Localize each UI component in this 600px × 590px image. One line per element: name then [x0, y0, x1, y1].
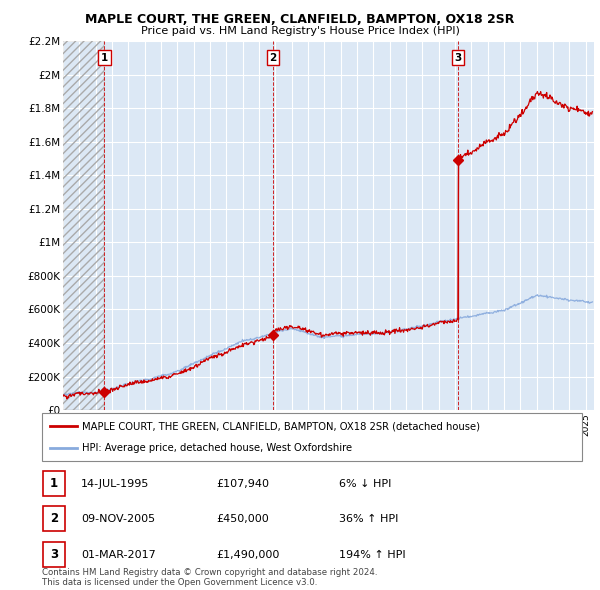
Text: 09-NOV-2005: 09-NOV-2005: [81, 514, 155, 525]
Text: HPI: Average price, detached house, West Oxfordshire: HPI: Average price, detached house, West…: [83, 443, 353, 453]
Text: 14-JUL-1995: 14-JUL-1995: [81, 479, 149, 489]
Text: 01-MAR-2017: 01-MAR-2017: [81, 550, 156, 560]
FancyBboxPatch shape: [43, 471, 65, 496]
Text: £107,940: £107,940: [216, 479, 269, 489]
Text: 3: 3: [50, 548, 58, 561]
FancyBboxPatch shape: [43, 506, 65, 532]
Text: Price paid vs. HM Land Registry's House Price Index (HPI): Price paid vs. HM Land Registry's House …: [140, 26, 460, 36]
Text: Contains HM Land Registry data © Crown copyright and database right 2024.: Contains HM Land Registry data © Crown c…: [42, 568, 377, 577]
Text: 36% ↑ HPI: 36% ↑ HPI: [339, 514, 398, 525]
FancyBboxPatch shape: [42, 413, 582, 461]
Text: £1,490,000: £1,490,000: [216, 550, 280, 560]
Text: 3: 3: [454, 53, 461, 63]
Text: 6% ↓ HPI: 6% ↓ HPI: [339, 479, 391, 489]
Text: 194% ↑ HPI: 194% ↑ HPI: [339, 550, 406, 560]
Text: £450,000: £450,000: [216, 514, 269, 525]
Text: MAPLE COURT, THE GREEN, CLANFIELD, BAMPTON, OX18 2SR: MAPLE COURT, THE GREEN, CLANFIELD, BAMPT…: [85, 13, 515, 26]
FancyBboxPatch shape: [43, 542, 65, 567]
Text: This data is licensed under the Open Government Licence v3.0.: This data is licensed under the Open Gov…: [42, 578, 317, 587]
Text: 1: 1: [50, 477, 58, 490]
Text: 1: 1: [101, 53, 108, 63]
Text: 2: 2: [269, 53, 277, 63]
Text: 2: 2: [50, 512, 58, 526]
Text: MAPLE COURT, THE GREEN, CLANFIELD, BAMPTON, OX18 2SR (detached house): MAPLE COURT, THE GREEN, CLANFIELD, BAMPT…: [83, 421, 481, 431]
